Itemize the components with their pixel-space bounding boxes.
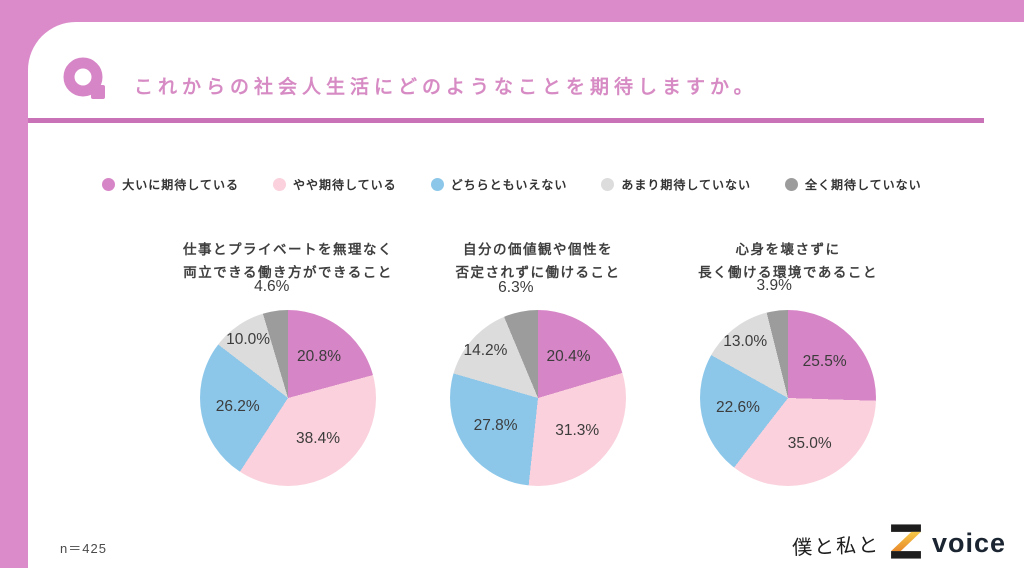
chart-title-line: 仕事とプライベートを無理なく xyxy=(183,242,393,257)
pie-wrap: 20.4% 31.3% 27.8% 14.2% 6.3% xyxy=(450,279,626,486)
legend-item: どちらともいえない xyxy=(430,176,568,193)
slice-label: 20.4% xyxy=(546,348,591,366)
pie-chart xyxy=(450,310,626,486)
slice-label: 27.8% xyxy=(473,417,518,435)
chart-title-line: 心身を壊さずに xyxy=(735,242,841,257)
legend-dot-icon xyxy=(785,178,799,191)
slice-label-outside: 4.6% xyxy=(254,277,290,295)
slice-label-outside: 6.3% xyxy=(498,278,534,296)
slice-label: 38.4% xyxy=(296,430,340,448)
chart-title-line: 否定されずに働けること xyxy=(455,265,621,280)
chart-title: 自分の価値観や個性を 否定されずに働けること xyxy=(408,238,668,284)
legend-item: 全く期待していない xyxy=(785,176,922,193)
legend-item: やや期待している xyxy=(272,176,397,193)
page-title: これからの社会人生活にどのようなことを期待しますか。 xyxy=(134,77,758,98)
legend: 大いに期待している やや期待している どちらともいえない あまり期待していない 全く期待… xyxy=(0,176,1024,193)
legend-label: 大いに期待している xyxy=(122,178,239,192)
legend-dot-icon xyxy=(272,178,286,191)
legend-label: どちらともいえない xyxy=(450,178,568,192)
legend-label: 全く期待していない xyxy=(805,178,922,192)
slice-label: 20.8% xyxy=(297,348,341,366)
slice-label: 14.2% xyxy=(463,342,508,360)
chart-group: 自分の価値観や個性を 否定されずに働けること 20.4% 31.3% 27.8% 14.2… xyxy=(408,238,668,486)
slice-label: 25.5% xyxy=(802,353,847,371)
legend-dot-icon xyxy=(430,178,444,191)
pie-chart xyxy=(200,310,376,486)
chart-title-line: 自分の価値観や個性を xyxy=(463,242,613,257)
sample-size: n＝425 xyxy=(60,541,107,556)
slice-label: 13.0% xyxy=(723,333,768,351)
legend-dot-icon xyxy=(601,178,615,191)
slice-label: 31.3% xyxy=(555,421,600,439)
chart-group: 心身を壊さずに長く働ける環境であること 25.5% 35.0% 22.6% 13.0% 3… xyxy=(658,238,918,486)
chart-title: 心身を壊さずに長く働ける環境であること xyxy=(658,238,918,284)
chart-title-line: 両立できる働き方ができること xyxy=(183,265,393,280)
slice-label: 35.0% xyxy=(787,435,832,453)
slice-label: 10.0% xyxy=(226,331,271,349)
legend-dot-icon xyxy=(102,178,116,191)
brand-handwritten-text: 僕と私と xyxy=(791,532,881,560)
pie-wrap: 20.8% 38.4% 26.2% 10.0% 4.6% xyxy=(200,278,376,486)
header-divider xyxy=(28,118,984,123)
chart-title: 仕事とプライベートを無理なく 両立できる働き方ができること xyxy=(158,238,418,284)
z-logo-icon xyxy=(891,524,921,559)
brand-voice-text: voice xyxy=(931,528,1006,558)
chart-group: 仕事とプライベートを無理なく 両立できる働き方ができること 20.8% 38.4% 26… xyxy=(158,238,418,486)
chart-title-line: 長く働ける環境であること xyxy=(698,265,878,280)
question-q-icon xyxy=(63,57,105,99)
slice-label: 22.6% xyxy=(716,399,760,417)
legend-label: やや期待している xyxy=(292,178,397,192)
brand-logo: 僕と私と voice xyxy=(791,524,1006,560)
legend-item: 大いに期待している xyxy=(102,176,239,193)
slice-label-outside: 3.9% xyxy=(756,277,792,295)
pie-chart xyxy=(700,310,876,486)
pie-wrap: 25.5% 35.0% 22.6% 13.0% 3.9% xyxy=(700,277,876,486)
legend-item: あまり期待していない xyxy=(601,176,751,193)
legend-label: あまり期待していない xyxy=(621,178,752,192)
slice-label: 26.2% xyxy=(215,397,260,415)
